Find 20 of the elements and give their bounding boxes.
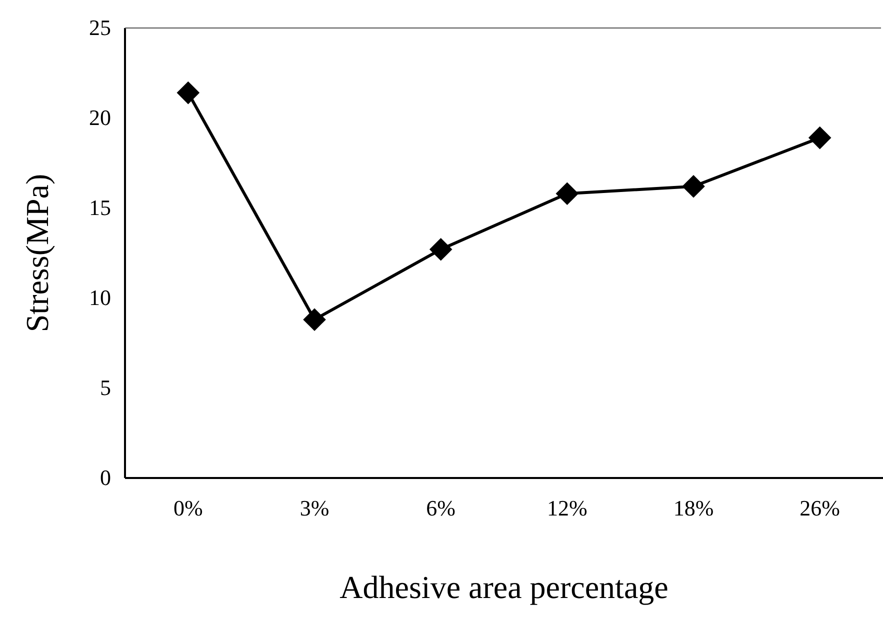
y-tick-label: 0 [100,465,111,490]
point [682,175,705,198]
x-tick-label: 3% [300,496,330,521]
x-tick-label: 0% [174,496,203,521]
y-tick-label: 25 [89,15,111,40]
y-tick-label: 20 [89,105,111,130]
point [556,182,579,206]
x-tick-label: 18% [673,496,714,521]
x-axis-title: Adhesive area percentage [340,569,668,605]
x-tick-label: 26% [800,496,840,521]
point [808,126,832,150]
point [176,81,200,104]
point [429,238,452,261]
y-tick-label: 10 [89,285,111,310]
y-tick-label: 5 [100,375,111,400]
y-tick-label: 15 [89,195,111,220]
x-tick-label: 12% [547,496,588,521]
point [303,308,326,332]
y-axis-title: Stress(MPa) [19,174,55,332]
x-tick-label: 6% [426,496,456,521]
